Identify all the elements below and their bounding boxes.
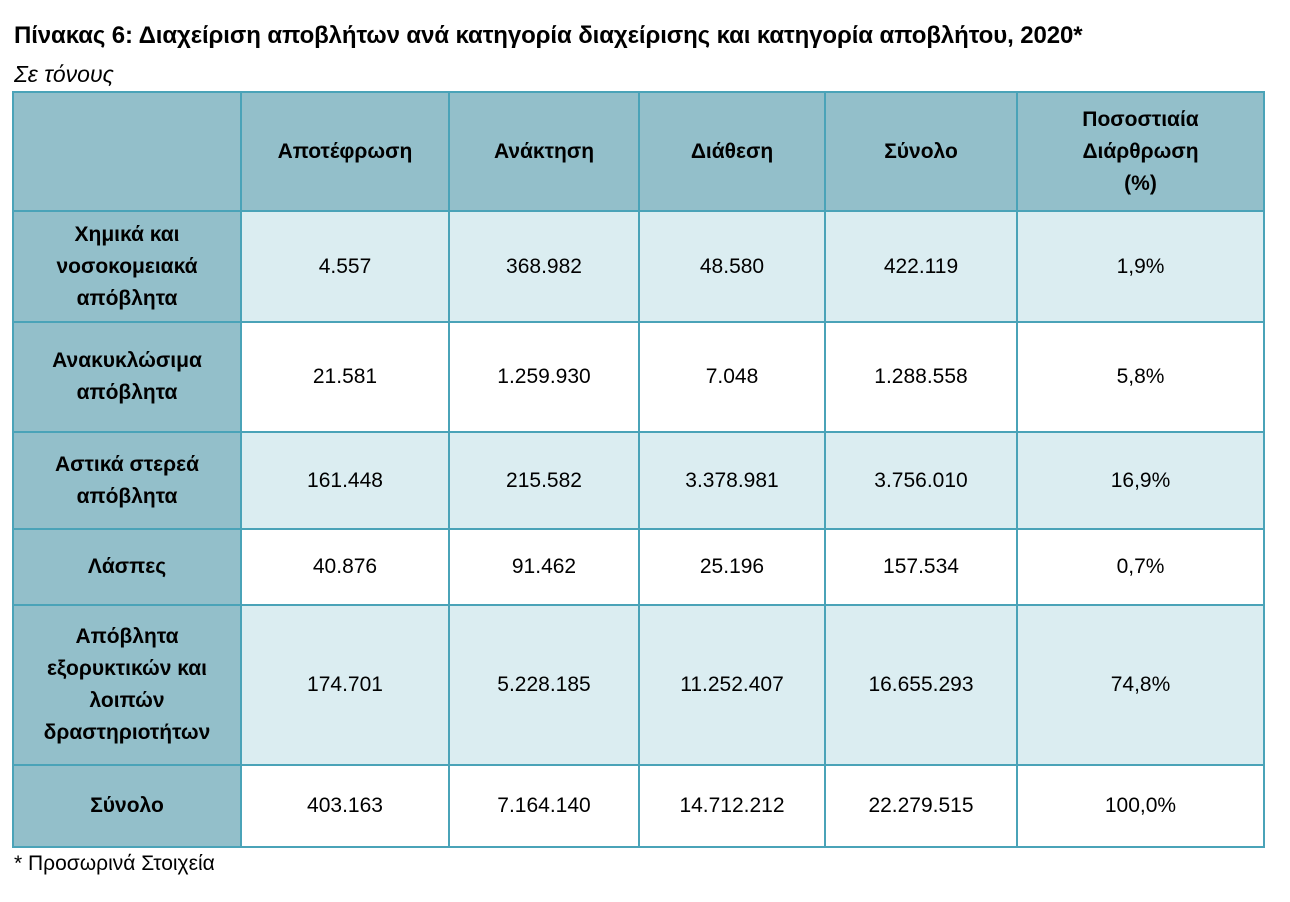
table-cell: 1.259.930 <box>448 321 640 433</box>
page-title: Πίνακας 6: Διαχείριση αποβλήτων ανά κατη… <box>14 22 1083 49</box>
table-cell: 1,9% <box>1016 210 1265 323</box>
table-cell: 14.712.212 <box>638 764 826 848</box>
table-row: Ανακυκλώσιμα απόβλητα 21.581 1.259.930 7… <box>12 321 1265 433</box>
footnote: * Προσωρινά Στοιχεία <box>14 852 215 875</box>
table-cell: 4.557 <box>240 210 450 323</box>
table-cell: 215.582 <box>448 431 640 530</box>
table-cell: 0,7% <box>1016 528 1265 606</box>
table-cell: 403.163 <box>240 764 450 848</box>
row-label: Λάσπες <box>12 528 242 606</box>
table-cell: 3.378.981 <box>638 431 826 530</box>
table-cell: 174.701 <box>240 604 450 766</box>
table-cell: 3.756.010 <box>824 431 1018 530</box>
row-label: Απόβλητα εξορυκτικών και λοιπών δραστηρι… <box>12 604 242 766</box>
table-cell: 74,8% <box>1016 604 1265 766</box>
table-row: Απόβλητα εξορυκτικών και λοιπών δραστηρι… <box>12 604 1265 766</box>
table-row: Λάσπες 40.876 91.462 25.196 157.534 0,7% <box>12 528 1265 606</box>
table-cell: 91.462 <box>448 528 640 606</box>
row-label: Σύνολο <box>12 764 242 848</box>
table-cell: 100,0% <box>1016 764 1265 848</box>
header-corner-cell <box>12 91 242 212</box>
table-header-row: Αποτέφρωση Ανάκτηση Διάθεση Σύνολο Ποσοσ… <box>12 91 1265 212</box>
table-cell: 11.252.407 <box>638 604 826 766</box>
table-cell: 16,9% <box>1016 431 1265 530</box>
table-cell: 40.876 <box>240 528 450 606</box>
table-total-row: Σύνολο 403.163 7.164.140 14.712.212 22.2… <box>12 764 1265 848</box>
table-cell: 7.164.140 <box>448 764 640 848</box>
table-row: Αστικά στερεά απόβλητα 161.448 215.582 3… <box>12 431 1265 530</box>
table-cell: 5,8% <box>1016 321 1265 433</box>
table-cell: 161.448 <box>240 431 450 530</box>
unit-subtitle: Σε τόνους <box>14 61 114 87</box>
column-header: Ποσοστιαία Διάρθρωση (%) <box>1016 91 1265 212</box>
table-cell: 48.580 <box>638 210 826 323</box>
table-cell: 22.279.515 <box>824 764 1018 848</box>
column-header: Αποτέφρωση <box>240 91 450 212</box>
waste-management-table: Αποτέφρωση Ανάκτηση Διάθεση Σύνολο Ποσοσ… <box>12 91 1265 848</box>
table-cell: 157.534 <box>824 528 1018 606</box>
table-cell: 25.196 <box>638 528 826 606</box>
row-label: Ανακυκλώσιμα απόβλητα <box>12 321 242 433</box>
column-header: Σύνολο <box>824 91 1018 212</box>
row-label: Αστικά στερεά απόβλητα <box>12 431 242 530</box>
column-header: Ανάκτηση <box>448 91 640 212</box>
table-cell: 422.119 <box>824 210 1018 323</box>
table-cell: 7.048 <box>638 321 826 433</box>
column-header: Διάθεση <box>638 91 826 212</box>
table-cell: 16.655.293 <box>824 604 1018 766</box>
table-cell: 21.581 <box>240 321 450 433</box>
table-cell: 5.228.185 <box>448 604 640 766</box>
row-label: Χημικά και νοσοκομειακά απόβλητα <box>12 210 242 323</box>
table-cell: 1.288.558 <box>824 321 1018 433</box>
table-cell: 368.982 <box>448 210 640 323</box>
table-row: Χημικά και νοσοκομειακά απόβλητα 4.557 3… <box>12 210 1265 323</box>
